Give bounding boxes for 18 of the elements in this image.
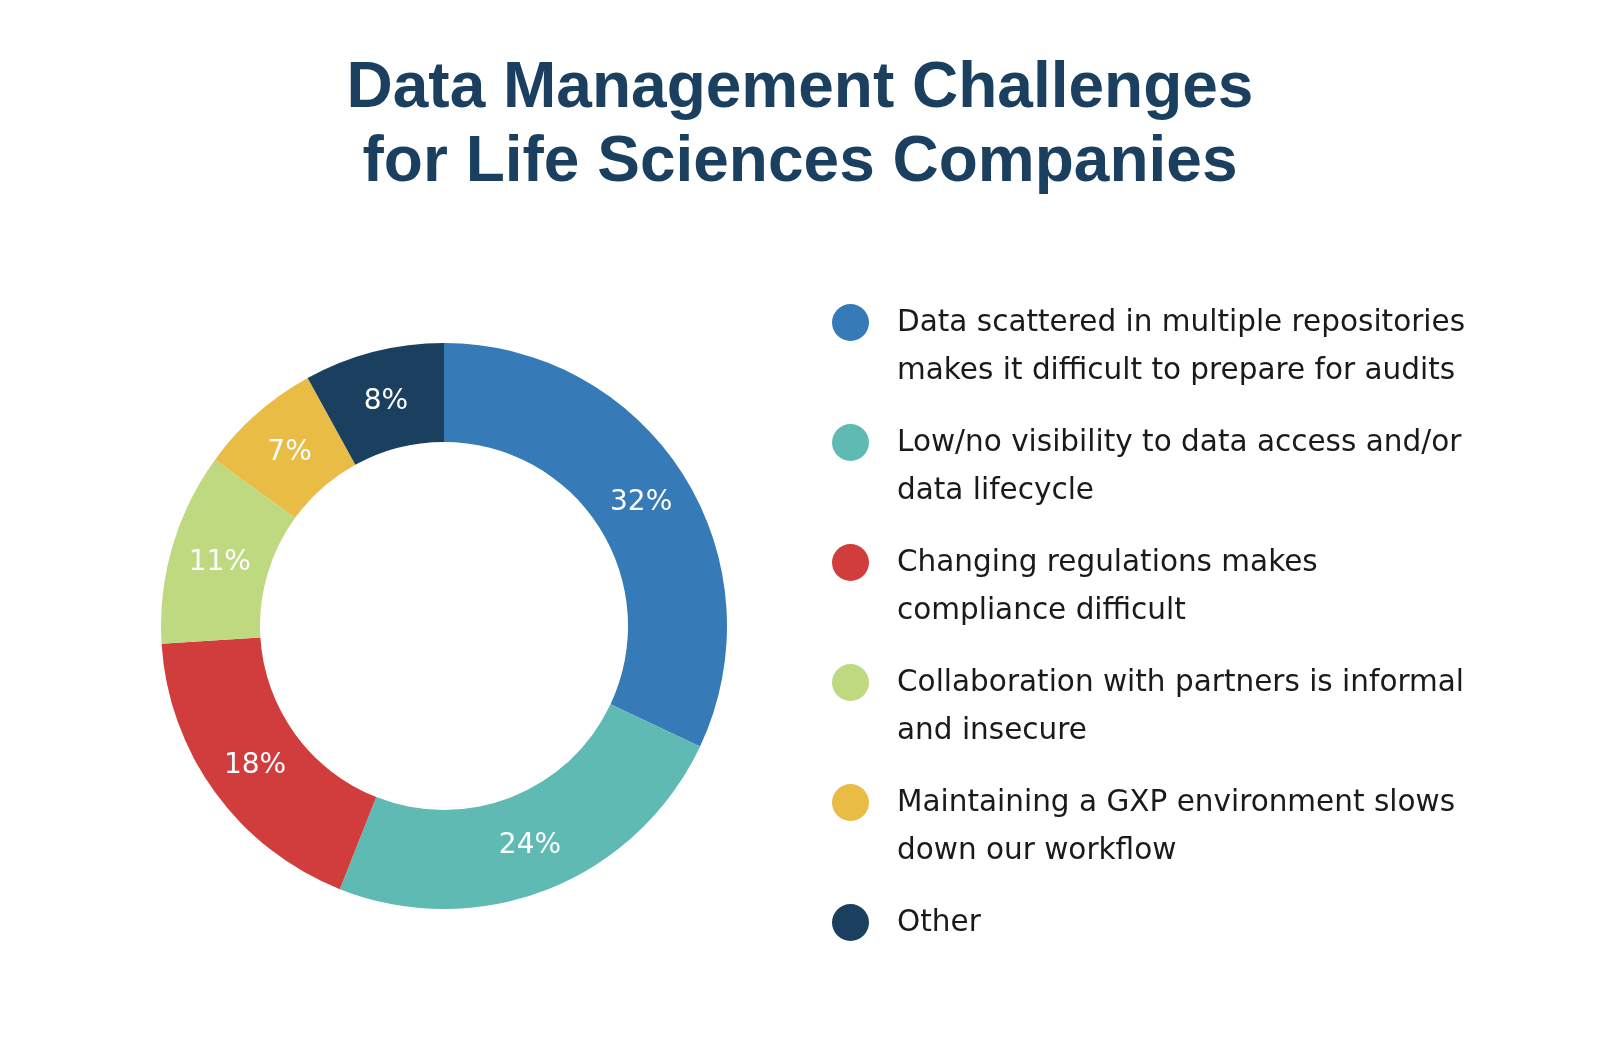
legend-label: Collaboration with partners is informal and insecure	[897, 663, 1466, 748]
legend-label: Changing regulations makes compliance difficult	[897, 543, 1319, 628]
data-label: 24%	[498, 826, 562, 860]
legend-label: Other	[897, 903, 982, 940]
chart-title: Data Management Challenges for Life Sciences Companies	[345, 48, 1255, 196]
data-label: 8%	[363, 383, 409, 417]
donut-slice	[161, 637, 377, 890]
legend-label: Data scattered in multiple repositories makes it difficult to prepare for audits	[897, 303, 1467, 388]
donut-slice	[215, 378, 356, 518]
donut-slice	[339, 704, 701, 909]
donut-slice	[161, 459, 296, 644]
legend-label: Maintaining a GXP environment slows down our workflow	[897, 783, 1456, 868]
donut-slice	[444, 343, 727, 747]
legend-label: Low/no visibility to data access and/or data lifecycle	[897, 423, 1463, 508]
data-label: 7%	[267, 434, 312, 468]
data-label: 18%	[223, 746, 287, 780]
data-label: 11%	[188, 544, 251, 578]
data-label: 32%	[610, 484, 673, 518]
